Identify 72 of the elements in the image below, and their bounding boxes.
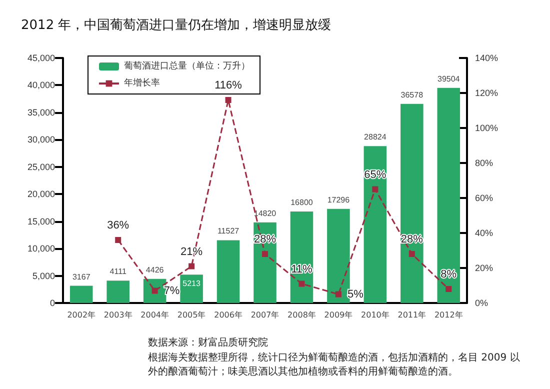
data-label: 3167 [72,272,91,282]
x-tick-label: 2005年 [177,310,206,320]
y2-tick-label: 80% [475,158,494,168]
y-tick-label: 0 [50,298,55,308]
point [408,251,415,257]
bar [216,240,240,303]
y2-tick-label: 140% [475,53,498,63]
bar [290,212,314,303]
point [372,186,378,192]
x-tick-label: 2012年 [434,310,463,320]
data-label: 28824 [364,132,387,142]
point [335,291,342,298]
y-tick-label: 15,000 [27,216,55,226]
y2-tick-label: 40% [475,228,494,238]
point [446,286,452,292]
y-tick-label: 10,000 [27,244,55,254]
data-label: 16800 [290,198,314,208]
data-label: 116% [214,80,242,92]
y2-tick-label: 120% [475,88,498,98]
bar [180,274,203,303]
y-tick-label: 40,000 [27,80,55,90]
data-label: 17296 [327,195,350,204]
data-label: 36% [107,220,130,232]
text: 根据海关数据整理所得，统计口径为鲜葡萄酿造的酒，包括加酒精的，名目 2009 以外的酿酒葡萄汁；味美思酒以其他加植物或香料的用鲜葡萄酿造的酒。 [148,352,520,378]
x-tick-label: 2010年 [361,310,390,320]
chart-title: 2012 年，中国葡萄酒进口量仍在增加，增速明显放缓 [21,18,332,33]
x-tick-label: 2004年 [140,310,169,320]
data-label: 5213 [182,279,201,288]
x-tick-label: 2008年 [288,310,316,320]
y2-tick-label: 60% [475,193,494,203]
bar [364,146,387,303]
data-label: 11% [291,263,313,276]
data-label: 39504 [438,74,460,84]
data-label: 4111 [110,267,127,276]
y2-tick-label: 20% [475,263,494,273]
y-tick-label: 20,000 [27,189,55,200]
x-tick-label: 2007年 [250,310,280,320]
y-tick-label: 25,000 [27,162,55,172]
bar [106,280,130,303]
bar [254,222,276,303]
bar [437,88,460,303]
data-label: 8% [440,268,457,280]
point [298,280,305,287]
y2-tick-label: 100% [475,123,498,133]
data-label: 21% [180,246,203,258]
y-tick-label: 30,000 [27,134,55,145]
data-label: 28% [254,234,276,246]
data-label: 14820 [254,208,277,218]
data-label: 65% [364,168,386,181]
x-tick-label: 2011年 [398,310,426,320]
bar [400,104,424,303]
y-tick-label: 45,000 [27,53,55,63]
x-tick-label: 2003年 [104,310,132,320]
x-tick-label: 2009年 [324,310,353,320]
data-label: 36578 [400,90,424,100]
data-label: 28% [400,234,424,246]
legend-label: 年增长率 [124,78,160,88]
y-tick-label: 5,000 [32,270,55,281]
data-label: 11527 [217,226,240,236]
point [115,237,122,243]
y-tick-label: 35,000 [27,107,55,118]
x-tick-label: 2006年 [214,310,242,320]
source-note: 数据来源：财富品质研究院 [148,336,268,348]
data-label: 4426 [146,265,164,274]
legend-label: 葡萄酒进口总量（单位：万升） [124,60,250,72]
point [225,97,232,103]
y2-tick-label: 0% [475,298,488,308]
bar [327,208,350,303]
x-tick-label: 2002年 [67,310,96,320]
bar [70,286,93,303]
point [188,263,195,270]
point [262,251,268,257]
